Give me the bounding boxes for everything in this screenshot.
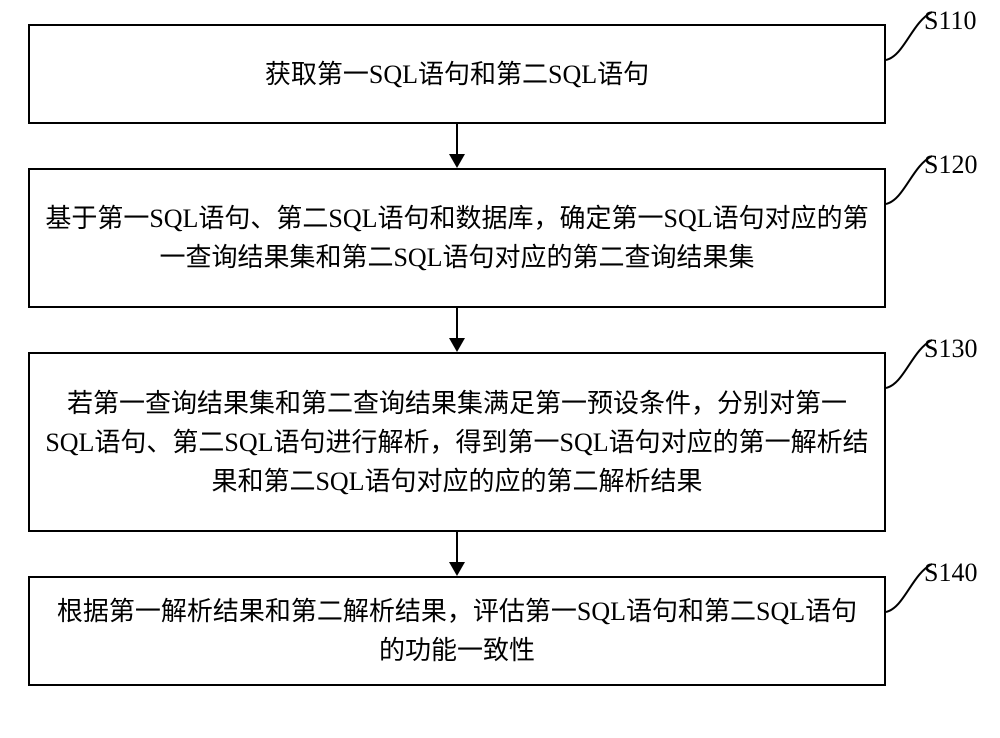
flow-node-s140-text: 根据第一解析结果和第二解析结果，评估第一SQL语句和第二SQL语句的功能一致性	[44, 592, 870, 670]
flow-node-s130: 若第一查询结果集和第二查询结果集满足第一预设条件，分别对第一SQL语句、第二SQ…	[28, 352, 886, 532]
arrow-s120-s130	[447, 308, 467, 352]
step-label-s110: S110	[924, 6, 977, 36]
step-label-s140: S140	[924, 558, 977, 588]
flow-node-s140: 根据第一解析结果和第二解析结果，评估第一SQL语句和第二SQL语句的功能一致性	[28, 576, 886, 686]
flow-node-s120: 基于第一SQL语句、第二SQL语句和数据库，确定第一SQL语句对应的第一查询结果…	[28, 168, 886, 308]
flow-node-s110: 获取第一SQL语句和第二SQL语句	[28, 24, 886, 124]
flow-node-s120-text: 基于第一SQL语句、第二SQL语句和数据库，确定第一SQL语句对应的第一查询结果…	[44, 199, 870, 277]
step-label-s130: S130	[924, 334, 977, 364]
arrow-s110-s120	[447, 124, 467, 168]
flow-node-s130-text: 若第一查询结果集和第二查询结果集满足第一预设条件，分别对第一SQL语句、第二SQ…	[44, 384, 870, 501]
flow-node-s110-text: 获取第一SQL语句和第二SQL语句	[265, 55, 649, 94]
flowchart-canvas: 获取第一SQL语句和第二SQL语句 S110 基于第一SQL语句、第二SQL语句…	[0, 0, 1000, 738]
step-label-s120: S120	[924, 150, 977, 180]
arrow-s130-s140	[447, 532, 467, 576]
